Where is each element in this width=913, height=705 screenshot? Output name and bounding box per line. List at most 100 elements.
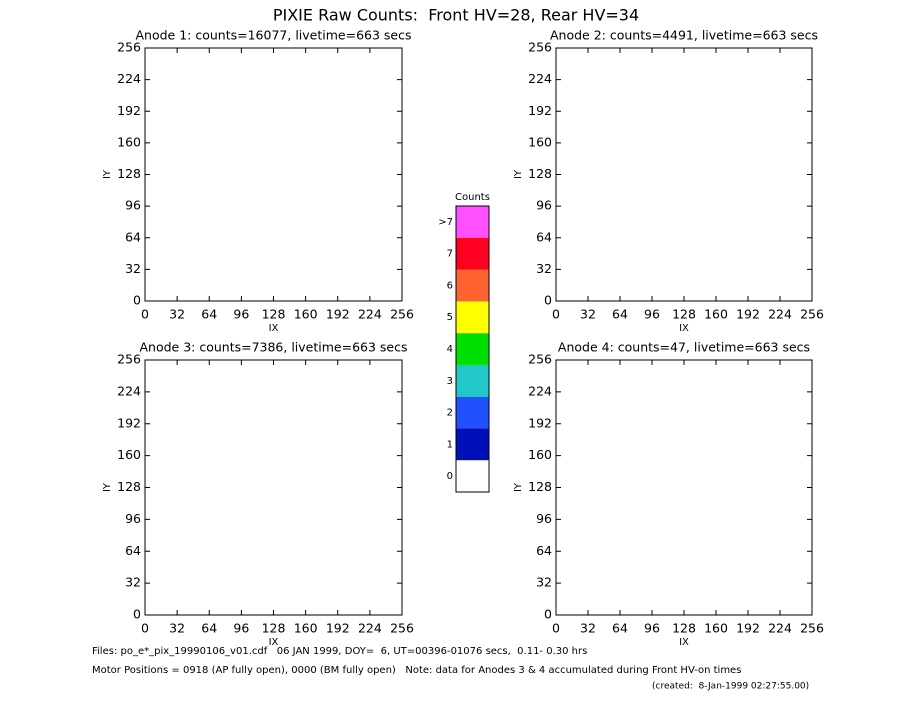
x-tick-label: 64 bbox=[201, 621, 217, 636]
x-tick-label: 64 bbox=[612, 621, 628, 636]
x-tick-label: 96 bbox=[233, 307, 249, 322]
x-tick-label: 256 bbox=[800, 621, 824, 636]
footer-created: (created: 8-Jan-1999 02:27:55.00) bbox=[652, 682, 809, 692]
x-tick-label: 96 bbox=[644, 621, 660, 636]
color-swatch bbox=[456, 333, 489, 365]
color-swatch bbox=[456, 364, 489, 397]
y-tick-label: 128 bbox=[528, 166, 552, 181]
x-tick-label: 128 bbox=[672, 307, 696, 322]
colorbar-label: 3 bbox=[447, 376, 453, 387]
x-tick-label: 32 bbox=[580, 621, 596, 636]
x-tick-label: 160 bbox=[294, 307, 318, 322]
y-tick-label: 160 bbox=[117, 134, 141, 149]
x-tick-label: 128 bbox=[262, 621, 286, 636]
x-tick-label: 64 bbox=[612, 307, 628, 322]
x-tick-label: 0 bbox=[141, 621, 149, 636]
y-tick-label: 0 bbox=[544, 607, 552, 622]
color-swatch bbox=[456, 206, 489, 238]
x-tick-label: 96 bbox=[233, 621, 249, 636]
y-tick-label: 128 bbox=[117, 479, 141, 494]
x-tick-label: 192 bbox=[326, 621, 350, 636]
y-tick-label: 0 bbox=[544, 293, 552, 308]
colorbar-label: 7 bbox=[447, 249, 453, 260]
x-tick-label: 0 bbox=[552, 307, 560, 322]
y-axis-label: IY bbox=[102, 169, 113, 179]
y-tick-label: 192 bbox=[528, 103, 552, 118]
x-tick-label: 192 bbox=[326, 307, 350, 322]
panel-title: Anode 3: counts=7386, livetime=663 secs bbox=[139, 340, 407, 355]
x-tick-label: 160 bbox=[704, 621, 728, 636]
x-axis-label: IX bbox=[679, 637, 689, 648]
y-tick-label: 32 bbox=[536, 261, 552, 276]
y-tick-label: 256 bbox=[117, 352, 141, 367]
color-swatch bbox=[456, 269, 489, 302]
colorbar-label: 4 bbox=[447, 344, 453, 355]
footer-motor: Motor Positions = 0918 (AP fully open), … bbox=[92, 665, 741, 676]
colorbar-label: 1 bbox=[447, 439, 453, 450]
y-tick-label: 224 bbox=[117, 71, 141, 86]
x-tick-label: 192 bbox=[736, 307, 760, 322]
colorbar-label: 0 bbox=[447, 471, 453, 482]
y-tick-label: 160 bbox=[528, 134, 552, 149]
y-tick-label: 160 bbox=[117, 447, 141, 462]
y-tick-label: 96 bbox=[536, 511, 552, 526]
color-swatch bbox=[456, 301, 489, 334]
x-tick-label: 256 bbox=[800, 307, 824, 322]
footer-files: Files: po_e*_pix_19990106_v01.cdf 06 JAN… bbox=[92, 646, 587, 657]
x-tick-label: 224 bbox=[768, 307, 792, 322]
panel-title: Anode 1: counts=16077, livetime=663 secs bbox=[136, 28, 412, 43]
y-tick-label: 224 bbox=[117, 383, 141, 398]
x-tick-label: 224 bbox=[768, 621, 792, 636]
x-tick-label: 64 bbox=[201, 307, 217, 322]
color-swatch bbox=[456, 428, 489, 461]
y-tick-label: 128 bbox=[528, 479, 552, 494]
x-tick-label: 32 bbox=[169, 307, 185, 322]
color-swatch bbox=[456, 460, 489, 492]
color-swatch bbox=[456, 396, 489, 429]
y-tick-label: 96 bbox=[125, 511, 141, 526]
colorbar-frame bbox=[455, 205, 490, 493]
y-tick-label: 160 bbox=[528, 447, 552, 462]
page-title: PIXIE Raw Counts: Front HV=28, Rear HV=3… bbox=[273, 6, 639, 25]
y-tick-label: 256 bbox=[528, 40, 552, 55]
y-tick-label: 64 bbox=[125, 229, 141, 244]
colorbar-label: 5 bbox=[447, 312, 453, 323]
x-axis-label: IX bbox=[269, 323, 279, 334]
color-swatch bbox=[456, 237, 489, 270]
x-tick-label: 256 bbox=[390, 621, 414, 636]
x-tick-label: 32 bbox=[580, 307, 596, 322]
x-tick-label: 96 bbox=[644, 307, 660, 322]
y-tick-label: 0 bbox=[133, 293, 141, 308]
x-tick-label: 160 bbox=[704, 307, 728, 322]
y-tick-label: 32 bbox=[125, 575, 141, 590]
x-tick-label: 128 bbox=[262, 307, 286, 322]
x-tick-label: 0 bbox=[141, 307, 149, 322]
x-tick-label: 32 bbox=[169, 621, 185, 636]
x-tick-label: 224 bbox=[358, 307, 382, 322]
x-tick-label: 256 bbox=[390, 307, 414, 322]
y-tick-label: 128 bbox=[117, 166, 141, 181]
x-axis-label: IX bbox=[269, 637, 279, 648]
y-tick-label: 192 bbox=[528, 415, 552, 430]
x-tick-label: 192 bbox=[736, 621, 760, 636]
y-tick-label: 256 bbox=[117, 40, 141, 55]
x-tick-label: 0 bbox=[552, 621, 560, 636]
panel-title: Anode 2: counts=4491, livetime=663 secs bbox=[550, 28, 818, 43]
y-tick-label: 96 bbox=[536, 198, 552, 213]
y-tick-label: 32 bbox=[536, 575, 552, 590]
y-tick-label: 224 bbox=[528, 71, 552, 86]
x-axis-label: IX bbox=[679, 323, 689, 334]
y-axis-label: IY bbox=[513, 482, 524, 492]
y-axis-label: IY bbox=[102, 482, 113, 492]
y-tick-label: 0 bbox=[133, 607, 141, 622]
y-tick-label: 192 bbox=[117, 415, 141, 430]
x-tick-label: 224 bbox=[358, 621, 382, 636]
x-tick-label: 128 bbox=[672, 621, 696, 636]
colorbar-label: 2 bbox=[447, 408, 453, 419]
y-tick-label: 192 bbox=[117, 103, 141, 118]
y-tick-label: 32 bbox=[125, 261, 141, 276]
y-tick-label: 64 bbox=[536, 543, 552, 558]
y-tick-label: 96 bbox=[125, 198, 141, 213]
y-axis-label: IY bbox=[513, 169, 524, 179]
